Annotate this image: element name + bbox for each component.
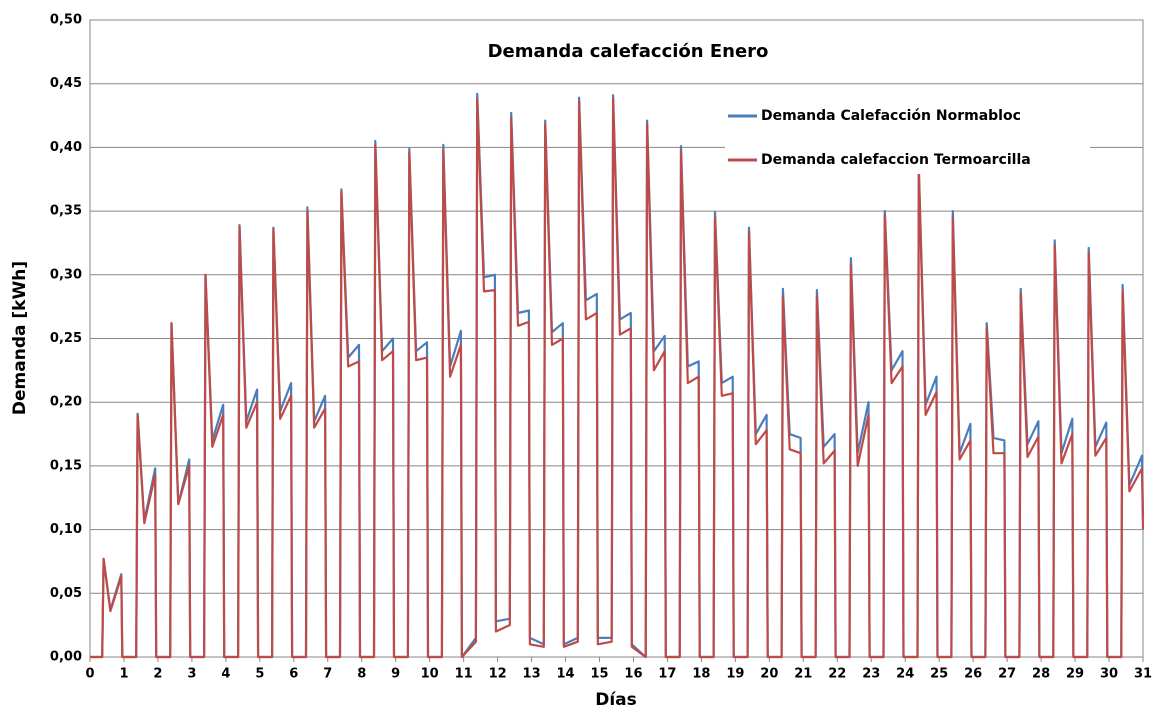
y-tick-label: 0,15 — [50, 458, 82, 473]
x-tick-label: 31 — [1134, 667, 1152, 682]
y-tick-label: 0,10 — [50, 522, 82, 537]
x-tick-label: 28 — [1032, 667, 1050, 682]
y-tick-label: 0,25 — [50, 331, 82, 346]
y-axis-label: Demanda [kWh] — [10, 261, 30, 415]
x-tick-label: 3 — [187, 667, 196, 682]
x-tick-label: 15 — [590, 667, 608, 682]
y-tick-label: 0,45 — [50, 76, 82, 91]
x-tick-label: 8 — [357, 667, 366, 682]
x-tick-label: 13 — [523, 667, 541, 682]
x-tick-label: 24 — [896, 667, 914, 682]
y-tick-label: 0,00 — [50, 650, 82, 665]
x-tick-label: 30 — [1100, 667, 1118, 682]
legend-label: Demanda Calefacción Normabloc — [761, 108, 1021, 124]
x-tick-label: 25 — [930, 667, 948, 682]
x-tick-label: 4 — [221, 667, 230, 682]
x-tick-label: 22 — [828, 667, 846, 682]
y-tick-label: 0,20 — [50, 395, 82, 410]
legend-bg — [725, 146, 1090, 174]
y-tick-label: 0,35 — [50, 204, 82, 219]
x-tick-label: 20 — [760, 667, 778, 682]
x-tick-label: 7 — [323, 667, 332, 682]
x-tick-label: 19 — [726, 667, 744, 682]
y-tick-label: 0,40 — [50, 140, 82, 155]
y-tick-label: 0,30 — [50, 267, 82, 282]
x-tick-label: 6 — [289, 667, 298, 682]
x-tick-label: 18 — [692, 667, 710, 682]
x-tick-label: 27 — [998, 667, 1016, 682]
x-tick-label: 26 — [964, 667, 982, 682]
legend-bg — [725, 102, 1090, 130]
plot-frame — [89, 19, 1144, 658]
x-tick-label: 11 — [455, 667, 473, 682]
y-tick-label: 0,05 — [50, 586, 82, 601]
y-tick-label: 0,50 — [50, 13, 82, 28]
x-axis-label: Días — [595, 690, 637, 710]
x-tick-label: 17 — [658, 667, 676, 682]
x-tick-label: 14 — [557, 667, 575, 682]
x-tick-label: 9 — [391, 667, 400, 682]
x-tick-label: 10 — [421, 667, 439, 682]
x-tick-label: 29 — [1066, 667, 1084, 682]
x-tick-label: 2 — [153, 667, 162, 682]
line-series — [90, 97, 1145, 659]
x-tick-label: 1 — [119, 667, 128, 682]
legend-label: Demanda calefaccion Termoarcilla — [761, 152, 1031, 168]
x-tick-label: 0 — [85, 667, 94, 682]
x-tick-label: 5 — [255, 667, 264, 682]
x-tick-label: 21 — [794, 667, 812, 682]
x-tick-label: 12 — [489, 667, 507, 682]
x-tick-label: 16 — [624, 667, 642, 682]
x-tick-label: 23 — [862, 667, 880, 682]
chart-title: Demanda calefacción Enero — [488, 41, 769, 62]
